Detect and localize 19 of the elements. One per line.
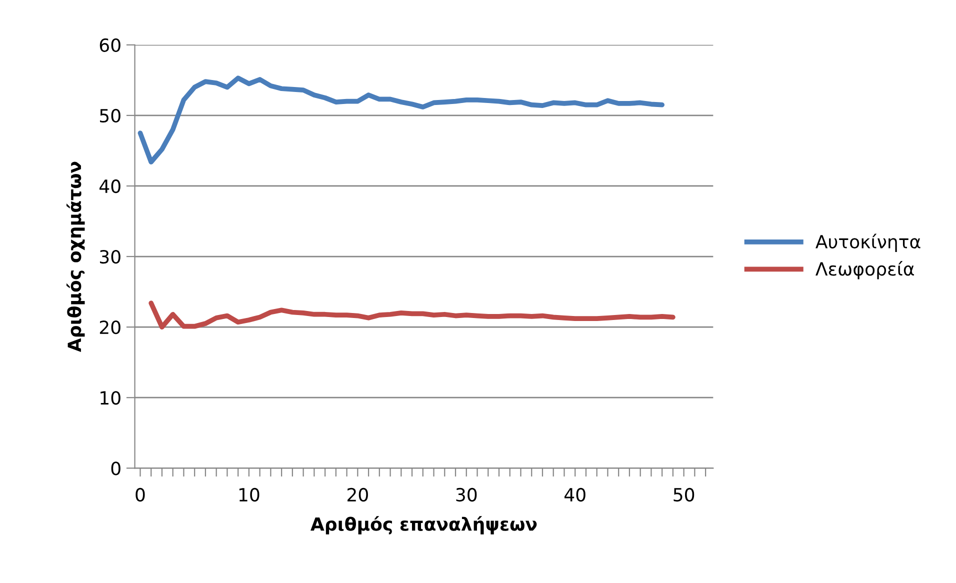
y-tick-label: 40 [100, 179, 120, 194]
x-tick-label: 10 [239, 488, 260, 502]
y-axis-title: Αριθμός οχημάτων [66, 162, 85, 352]
y-tick-label: 20 [100, 320, 120, 334]
line-series [138, 76, 665, 164]
y-tick-label: 60 [100, 38, 120, 52]
x-axis-title: Αριθμός επαναλήψεων [310, 516, 537, 534]
y-tick-label: 50 [100, 108, 120, 123]
y-tick-label: 30 [100, 250, 120, 264]
x-tick-label: 0 [136, 488, 145, 502]
legend-label: Λεωφορεία [816, 261, 914, 280]
x-tick-label: 50 [674, 488, 694, 502]
x-tick-label: 20 [348, 488, 368, 502]
y-tick-label: 0 [111, 462, 120, 476]
x-tick-label: 30 [456, 488, 477, 502]
legend-label: Αυτοκίνητα [816, 234, 920, 252]
line-series [148, 300, 676, 330]
y-tick-label: 10 [100, 391, 120, 405]
x-tick-label: 40 [564, 488, 586, 502]
